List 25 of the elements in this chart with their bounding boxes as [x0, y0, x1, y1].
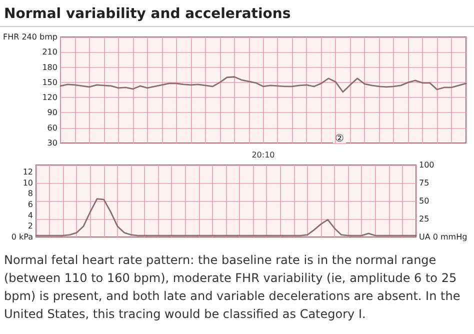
y-tick-label: 210: [42, 48, 58, 57]
line-series: [60, 76, 467, 93]
y2-tick-label: 10: [22, 178, 33, 188]
y-tick-label: 25: [419, 214, 430, 224]
y-tick-label: 150: [42, 78, 58, 87]
y-tick-label: 100: [419, 160, 434, 170]
y-tick-label: 180: [42, 62, 58, 72]
x-tick-label: 20:10: [252, 150, 275, 160]
y2-tick-label: 8: [28, 189, 33, 198]
y-tick-label: 90: [47, 108, 58, 118]
y2-tick-label: 12: [22, 168, 33, 177]
y2-tick-label: 2: [28, 222, 33, 231]
y-tick-label: FHR 240 bmp: [2, 32, 58, 42]
annotation: ②: [335, 134, 344, 144]
y-tick-label: 30: [47, 138, 58, 148]
y-tick-label: 60: [47, 123, 58, 132]
text: Normal fetal heart rate pattern: the baseline rate is in the normal range (between 110 to 160 bpm), moderate FHR variability (ie, amplitude 6 to 25 bpm) is present, and both late and variable decelerations are absent. In the United States, this tracing would be classified as Category I.: [3, 252, 462, 323]
y-tick-label: 50: [419, 196, 430, 206]
y-tick-label: 75: [419, 178, 430, 188]
y-tick-label: UA 0 mmHg: [419, 232, 468, 242]
chart-title: Normal variability and accelerations: [0, 0, 474, 27]
y2-tick-label: 6: [28, 200, 33, 210]
y2-tick-label: 0 kPa: [11, 232, 34, 242]
y-tick-label: 120: [42, 93, 58, 102]
y2-tick-label: 4: [28, 210, 33, 220]
